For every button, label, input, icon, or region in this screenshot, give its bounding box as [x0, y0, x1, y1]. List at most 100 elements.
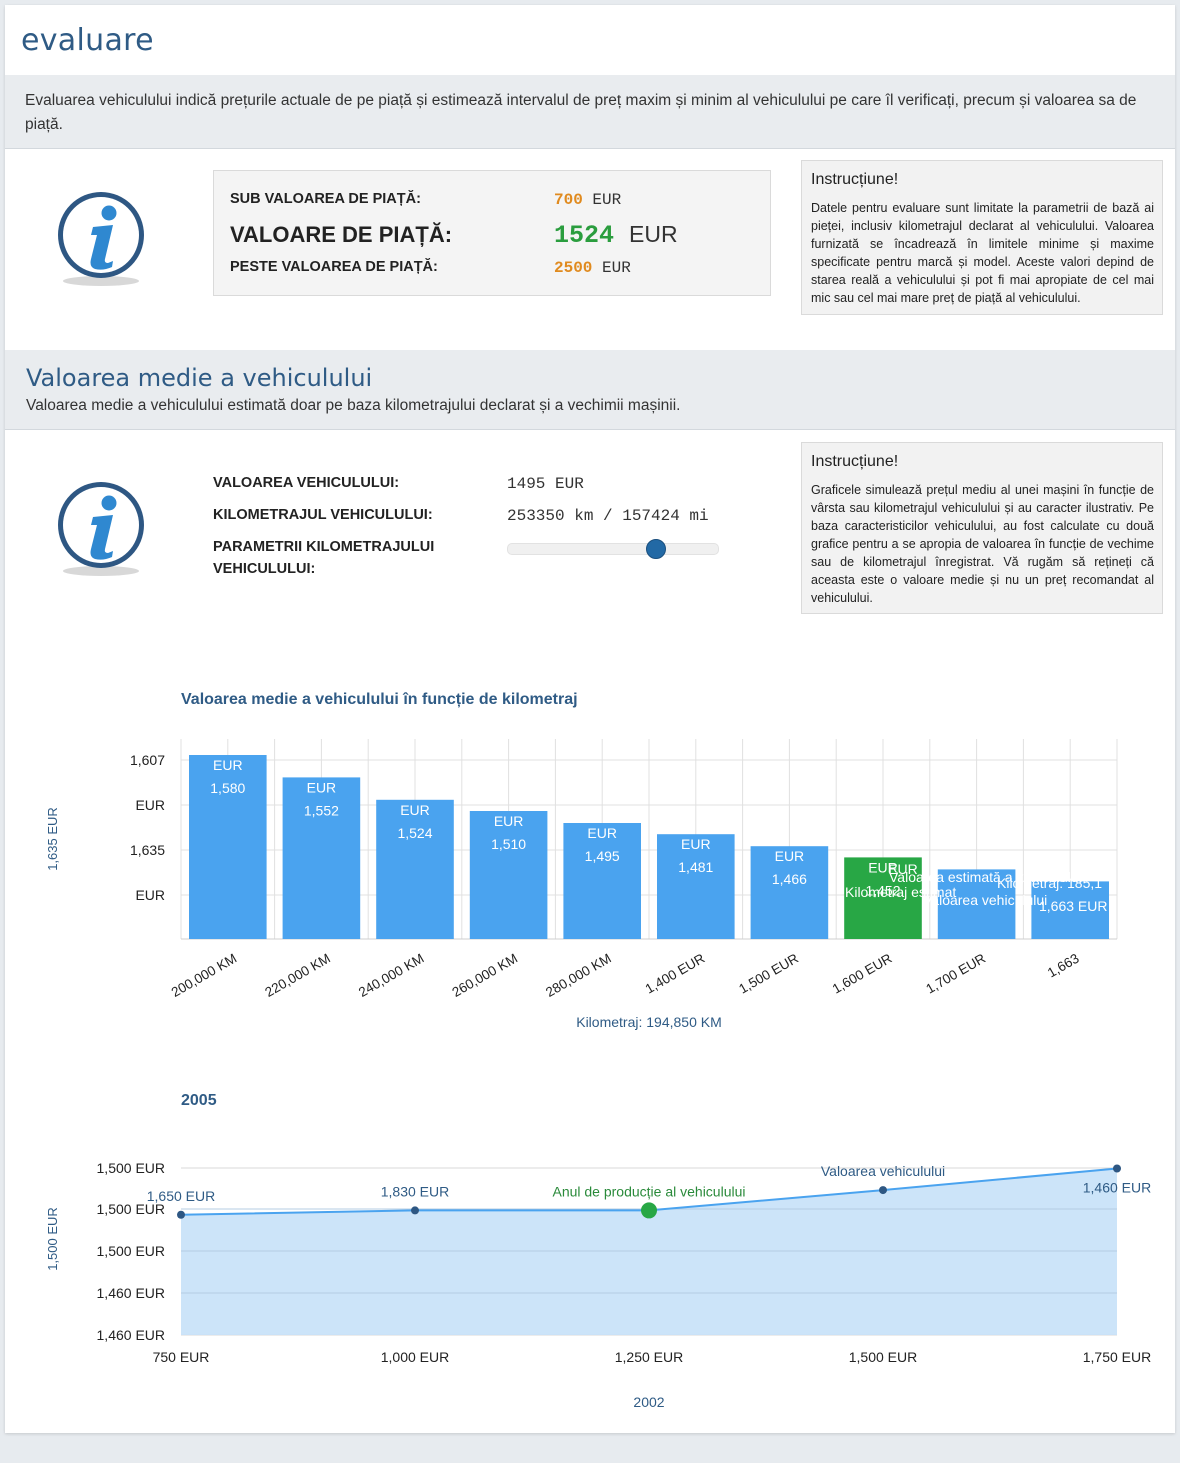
point-label: 1,650 EUR [147, 1188, 215, 1204]
bar-value-label: 1,466 [772, 871, 807, 887]
bar [937, 869, 1016, 939]
x-tick-label: 220,000 KM [262, 951, 333, 1000]
highlight-point [641, 1202, 657, 1219]
bar-value-label: 1,495 [585, 848, 620, 864]
bar-unit-label: EUR [775, 848, 805, 864]
market-value-label: VALOARE DE PIAȚĂ: [230, 222, 453, 247]
bar-value-label: 1,552 [304, 802, 339, 818]
age-chart-title: 2005 [181, 1092, 217, 1109]
info-icon [55, 189, 147, 289]
mileage-params-label-line2: VEHICULULUI: [213, 561, 316, 577]
x-tick-label: 1,400 EUR [643, 950, 708, 996]
x-tick-label: 1,700 EUR [923, 950, 988, 996]
vehicle-value-label: VALOAREA VEHICULULUI: [213, 475, 400, 491]
age-area-chart: 1,500 EUR 1,500 EUR 1,500 EUR 1,460 EUR 1,46… [45, 1160, 1151, 1410]
vehicle-mileage: 253350 km / 157424 mi [507, 507, 709, 525]
above-market-currency: EUR [602, 259, 631, 277]
point-label: Anul de producție al vehiculului [552, 1183, 745, 1199]
page-title: evaluare [21, 23, 154, 58]
mileage-params-label: PARAMETRII KILOMETRAJULUI VEHICULULUI: [213, 536, 434, 580]
above-market-amount: 2500 [554, 259, 593, 277]
y-axis-label: 1,635 EUR [45, 807, 60, 871]
average-value-heading: Valoarea medie a vehiculului [26, 364, 373, 392]
bar-unit-label: EUR [213, 757, 243, 773]
y-tick-label: 1,460 EUR [97, 1285, 165, 1301]
x-tick-label: 240,000 KM [356, 951, 427, 1000]
market-value: 1524 EUR [554, 221, 678, 250]
mileage-bar-chart: 1,607 EUR 1,635 EUR 1,635 EUR EUR 1,580 200,000… [45, 739, 1118, 1030]
instruction-box-1: Instrucțiune! Datele pentru evaluare sun… [801, 160, 1163, 315]
bar [1031, 881, 1109, 939]
above-market-label: PESTE VALOAREA DE PIAȚĂ: [230, 259, 438, 275]
instruction-text: Graficele simulează prețul mediu al unei… [811, 483, 1154, 605]
x-tick-label: 280,000 KM [543, 951, 614, 1000]
x-tick-label: 750 EUR [153, 1349, 210, 1365]
y-axis-label: 1,500 EUR [45, 1207, 60, 1271]
vehicle-mileage-label: KILOMETRAJUL VEHICULULUI: [213, 507, 433, 523]
y-tick-label: 1,460 EUR [97, 1327, 165, 1343]
market-value-amount: 1524 [554, 221, 615, 250]
x-tick-label: 1,750 EUR [1083, 1349, 1151, 1365]
y-tick-label: 1,500 EUR [97, 1160, 165, 1176]
bar-value-label: 1,481 [678, 859, 713, 875]
y-tick-label: 1,607 [130, 752, 165, 768]
bar [844, 857, 922, 939]
intro-band: Evaluarea vehiculului indică prețurile a… [5, 75, 1175, 149]
x-tick-label: 260,000 KM [450, 951, 521, 1000]
x-tick-label: 1,500 EUR [736, 950, 801, 996]
intro-text: Evaluarea vehiculului indică prețurile a… [25, 92, 1137, 133]
bar-value-label: 1,510 [491, 836, 526, 852]
bar-unit-label: EUR [681, 836, 711, 852]
average-value-band: Valoarea medie a vehiculului Valoarea me… [5, 350, 1175, 430]
bar-value-label: 1,452 [865, 882, 900, 898]
y-tick-label: EUR [135, 887, 165, 903]
x-axis-label: 2002 [633, 1394, 664, 1410]
mileage-params-label-line1: PARAMETRII KILOMETRAJULUI [213, 539, 435, 555]
below-market-label: SUB VALOAREA DE PIAȚĂ: [230, 191, 421, 207]
y-tick-label: 1,500 EUR [97, 1201, 165, 1217]
x-tick-label: 1,500 EUR [849, 1349, 917, 1365]
bar-value-label: 1,580 [210, 780, 245, 796]
instruction-text: Datele pentru evaluare sunt limitate la … [811, 201, 1154, 305]
overlay-label: Kilometraj: 185,1 [997, 875, 1102, 891]
instruction-title: Instrucțiune! [811, 171, 899, 188]
bar [750, 846, 829, 939]
bar-unit-label: EUR [868, 859, 898, 875]
average-value-subtitle: Valoarea medie a vehiculului estimată do… [26, 397, 681, 414]
x-axis-label: Kilometraj: 194,850 KM [576, 1014, 722, 1030]
bar [376, 799, 454, 939]
data-point [411, 1206, 419, 1215]
below-market-value: 700 EUR [554, 191, 621, 209]
y-tick-label: EUR [135, 797, 165, 813]
vehicle-value: 1495 EUR [507, 475, 584, 493]
bar [563, 823, 641, 939]
y-tick-label: 1,500 EUR [97, 1243, 165, 1259]
bar-unit-label: EUR [400, 802, 430, 818]
instruction-title: Instrucțiune! [811, 453, 899, 470]
point-label: 1,460 EUR [1083, 1180, 1151, 1196]
bar-unit-label: EUR [587, 825, 617, 841]
bar-value-label: 1,524 [397, 825, 432, 841]
below-market-currency: EUR [592, 191, 622, 209]
point-label: Valoarea vehiculului [821, 1163, 945, 1179]
bar-unit-label: EUR [307, 779, 337, 795]
below-market-amount: 700 [554, 191, 583, 209]
overlay-label: 1,663 EUR [1039, 898, 1107, 914]
bar [282, 777, 361, 939]
instruction-box-2: Instrucțiune! Graficele simulează prețul… [801, 442, 1163, 614]
data-point [177, 1210, 185, 1219]
above-market-value: 2500 EUR [554, 259, 631, 277]
info-icon [55, 479, 147, 579]
x-tick-label: 200,000 KM [169, 951, 240, 1000]
overlay-label: EUR [888, 861, 918, 877]
overlay-label: Valoarea vehiculului [923, 892, 1047, 908]
mileage-slider-thumb[interactable] [646, 539, 666, 559]
y-tick-label: 1,635 [130, 842, 165, 858]
evaluation-page: evaluare Evaluarea vehiculului indică pr… [5, 5, 1175, 1433]
overlay-label: Valoarea estimată a vehiculului [889, 869, 1082, 885]
mileage-slider[interactable] [507, 539, 719, 559]
x-tick-label: 1,600 EUR [830, 950, 895, 996]
data-point [1113, 1164, 1121, 1173]
x-tick-label: 1,000 EUR [381, 1349, 449, 1365]
x-tick-label: 1,663 [1045, 951, 1082, 981]
